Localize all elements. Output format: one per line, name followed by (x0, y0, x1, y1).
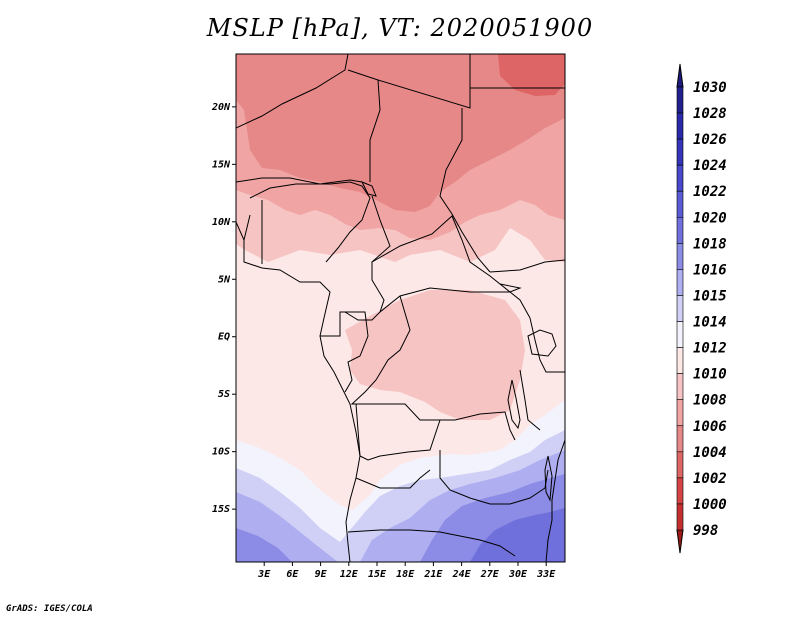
longitude-axis: 3E 6E 9E 12E 15E 18E 21E 24E 27E 30E 33E (257, 562, 556, 580)
colorbar-swatch (676, 503, 684, 531)
colorbar-top-arrow (676, 63, 684, 88)
lon-label: 33E (536, 569, 556, 580)
lake-tanganyika (507, 379, 521, 430)
lat-label: EQ (218, 332, 230, 343)
border-angola (355, 403, 441, 489)
colorbar-swatch (676, 321, 684, 348)
colorbar-label: 1008 (693, 393, 727, 409)
colorbar-label: 1026 (693, 132, 727, 148)
border-east-africa (519, 317, 565, 431)
lon-label: 18E (396, 569, 415, 580)
lon-label: 12E (340, 569, 359, 580)
lat-label: 15N (212, 159, 231, 170)
field-1006 (236, 54, 565, 212)
border-chad-libya (377, 54, 471, 109)
colorbar-swatch (676, 451, 684, 479)
colorbar-label: 1024 (693, 158, 727, 174)
colorbar-swatch (676, 399, 684, 427)
lon-label: 21E (423, 569, 443, 580)
colorbar-label: 1015 (693, 288, 727, 304)
colorbar-swatch (676, 347, 684, 374)
colorbar-swatch (676, 243, 684, 270)
colorbar-label: 1004 (693, 445, 727, 461)
colorbar-swatch (676, 138, 684, 166)
lat-label: 20N (211, 102, 231, 113)
grads-credit: GrADS: IGES/COLA (6, 604, 93, 614)
colorbar: 1030 1028 1026 1024 1022 1020 1018 1016 1015 1014… (676, 63, 727, 554)
border-zambia (439, 450, 549, 505)
border-chad-sudan (439, 108, 491, 273)
lat-label: 5S (218, 389, 230, 400)
border-benin-togo (243, 200, 263, 264)
colorbar-swatch (676, 190, 684, 218)
lat-label: 10S (212, 447, 230, 458)
colorbar-label: 1014 (693, 315, 727, 331)
map-title: MSLP [hPa], VT: 2020051900 (206, 14, 594, 42)
border-drc (350, 295, 516, 441)
colorbar-label: 1020 (693, 210, 727, 226)
coastline-east-africa (545, 439, 565, 562)
lake-malawi (544, 455, 553, 502)
border-namibia-botswana (347, 529, 516, 557)
colorbar-label: 1030 (693, 80, 727, 96)
border-niger-libya (347, 69, 381, 182)
colorbar-swatch (676, 269, 684, 296)
border-niger-nigeria (236, 177, 363, 185)
lat-label: 5N (218, 274, 231, 285)
lon-label: 15E (368, 569, 387, 580)
colorbar-label: 1012 (693, 341, 727, 357)
coastline-west-africa (236, 221, 361, 562)
lon-label: 27E (480, 569, 500, 580)
colorbar-label: 1010 (693, 367, 727, 383)
lon-label: 24E (452, 569, 472, 580)
colorbar-swatch (676, 112, 684, 140)
colorbar-swatch (676, 86, 684, 114)
colorbar-label: 1016 (693, 262, 727, 278)
colorbar-label: 1018 (693, 236, 727, 252)
colorbar-swatch (676, 164, 684, 192)
colorbar-swatch (676, 425, 684, 453)
border-south-sudan (489, 259, 565, 319)
lake-chad (360, 181, 377, 197)
colorbar-swatch (676, 477, 684, 505)
colorbar-label: 998 (693, 523, 718, 539)
border-mali-niger (236, 54, 349, 129)
map-frame (235, 53, 566, 563)
colorbar-swatch (676, 216, 684, 244)
border-gabon-congo (320, 311, 369, 393)
lon-label: 3E (257, 569, 271, 580)
colorbar-swatch (676, 373, 684, 401)
lat-label: 10N (212, 217, 231, 228)
pressure-field (236, 54, 565, 562)
border-cameroon (344, 195, 391, 321)
latitude-axis: 20N 15N 10N 5N EQ 5S 10S 15S (211, 102, 236, 515)
field-1010-congo (345, 290, 525, 420)
colorbar-label: 1028 (693, 106, 727, 122)
colorbar-label: 1002 (693, 471, 727, 487)
colorbar-bottom-arrow (676, 529, 684, 554)
lon-label: 9E (315, 569, 328, 580)
country-borders (236, 54, 565, 562)
lake-victoria (527, 329, 557, 357)
field-1020 (470, 508, 565, 562)
lon-label: 30E (508, 569, 528, 580)
colorbar-swatch (676, 295, 684, 322)
lon-label: 6E (286, 569, 299, 580)
colorbar-label: 1006 (693, 419, 727, 435)
field-1018 (236, 474, 565, 562)
field-1004 (498, 54, 565, 96)
lat-label: 15S (212, 504, 230, 515)
colorbar-label: 1000 (693, 497, 727, 513)
border-car (371, 215, 522, 313)
border-nigeria (249, 181, 371, 263)
colorbar-label: 1022 (693, 184, 727, 200)
